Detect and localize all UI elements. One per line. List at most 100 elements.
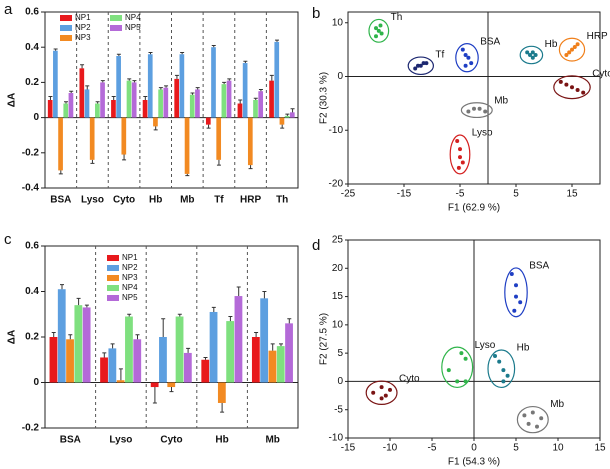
panel-label: b <box>312 5 320 22</box>
y-tick-label: 5 <box>337 348 343 359</box>
point <box>455 139 460 143</box>
error-bar <box>153 126 158 131</box>
bar <box>58 117 63 171</box>
bar <box>147 54 153 118</box>
cluster-label: Mb <box>494 95 508 106</box>
bar <box>284 115 290 118</box>
cluster-ellipse <box>553 75 591 100</box>
error-bar <box>228 316 233 322</box>
y-axis-title: F2 (30.3 %) <box>319 72 330 124</box>
point <box>463 379 468 384</box>
legend-swatch <box>107 295 119 301</box>
bar <box>133 339 142 383</box>
y-tick-label: 0.2 <box>25 332 39 343</box>
point <box>371 390 376 395</box>
point <box>379 385 384 390</box>
legend-label: NP5 <box>125 23 141 32</box>
point <box>413 66 418 71</box>
error-bar <box>48 95 53 100</box>
y-tick-label: -0.2 <box>22 147 40 158</box>
error-bar <box>80 64 85 69</box>
bar <box>195 89 200 118</box>
legend-swatch <box>107 285 119 291</box>
error-bar <box>186 347 191 353</box>
point <box>466 109 471 114</box>
y-tick-label: -5 <box>334 404 343 415</box>
error-bar <box>85 85 90 90</box>
x-tick-label: Hb <box>149 195 162 206</box>
x-tick-label: -5 <box>456 189 465 200</box>
bar <box>142 100 148 118</box>
bar <box>268 350 277 383</box>
error-bar <box>111 95 116 100</box>
point <box>570 85 574 90</box>
point <box>459 351 464 356</box>
point <box>463 53 468 57</box>
cluster-ellipse <box>449 134 471 175</box>
x-tick-label: -10 <box>383 443 398 454</box>
x-tick-label: 5 <box>513 443 519 454</box>
bar <box>158 89 163 118</box>
plot-frame <box>347 11 601 185</box>
point <box>514 294 518 299</box>
point <box>388 387 392 392</box>
point <box>460 160 465 165</box>
x-tick-label: Cyto <box>113 195 135 206</box>
x-tick-label: Mb <box>180 195 194 206</box>
bar <box>179 54 185 118</box>
y-axis-title: ΔA <box>7 330 18 344</box>
legend-swatch <box>60 15 72 21</box>
error-bar <box>69 90 74 93</box>
point <box>376 28 381 33</box>
cluster-ellipse <box>519 45 544 65</box>
cluster-label: Lyso <box>472 128 493 139</box>
point <box>379 396 384 401</box>
bar <box>153 117 158 127</box>
legend-label: NP4 <box>125 13 141 22</box>
bar <box>95 103 100 118</box>
bar <box>111 100 116 118</box>
cluster-label: Hb <box>517 343 530 354</box>
point <box>378 23 383 28</box>
point <box>477 106 482 111</box>
bar <box>211 47 216 118</box>
point <box>469 61 474 66</box>
legend-label: NP3 <box>75 33 91 42</box>
legend-label: NP5 <box>122 293 138 302</box>
bar <box>100 82 105 118</box>
error-bar <box>132 80 137 83</box>
bar <box>221 84 227 118</box>
y-axis-title: F2 (27.5 %) <box>319 313 330 365</box>
bar <box>82 307 91 383</box>
cluster-label: Th <box>391 12 403 23</box>
error-bar <box>53 48 58 51</box>
cluster-label: BSA <box>529 261 549 272</box>
bar <box>84 89 90 118</box>
bar <box>57 289 66 383</box>
cluster-ellipse <box>455 43 479 73</box>
bar <box>63 103 69 118</box>
error-bar <box>177 313 182 317</box>
cluster-ellipse <box>558 37 586 62</box>
error-bar <box>135 334 140 340</box>
legend-swatch <box>107 255 119 261</box>
bar <box>209 311 218 383</box>
bar <box>167 382 176 388</box>
point <box>518 300 523 305</box>
error-bar <box>275 39 280 42</box>
point <box>463 63 468 68</box>
legend-label: NP1 <box>122 253 138 262</box>
point <box>424 61 429 66</box>
error-bar <box>195 87 200 90</box>
error-bar <box>236 286 241 297</box>
legend-label: NP1 <box>75 13 91 22</box>
bar <box>260 298 269 383</box>
legend-swatch <box>110 25 122 31</box>
point <box>418 63 423 68</box>
legend-swatch <box>107 265 119 271</box>
bar <box>276 346 285 383</box>
bar <box>226 321 235 383</box>
x-tick-label: Th <box>276 195 288 206</box>
point <box>525 50 530 55</box>
